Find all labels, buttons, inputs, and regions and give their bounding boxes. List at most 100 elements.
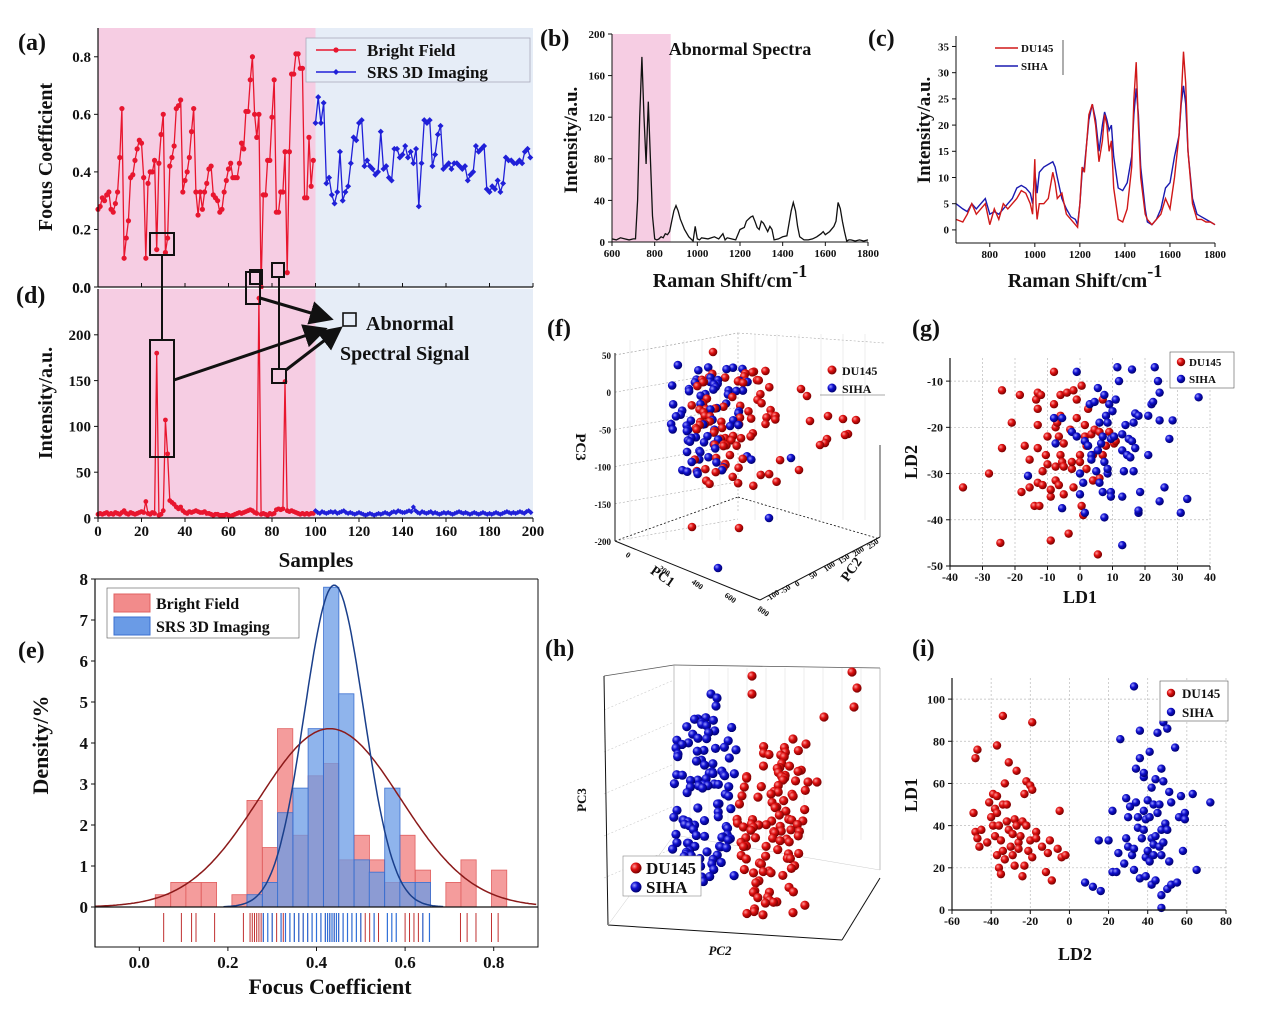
- data-point-bright-field: [162, 249, 169, 256]
- data-point-siha: [703, 363, 713, 372]
- x-tick-label: 600: [604, 248, 621, 260]
- data-point-du145: [739, 864, 749, 875]
- data-point-siha: [1118, 541, 1127, 550]
- data-point-srs: [364, 157, 371, 164]
- data-point-siha: [724, 753, 734, 763]
- x-tick-label: 600: [723, 591, 738, 605]
- data-point-srs: [454, 509, 460, 516]
- y-tick-label: -20: [927, 421, 943, 435]
- y-tick-label: -50: [778, 583, 792, 596]
- data-point-siha: [1119, 467, 1129, 476]
- y-tick-label: 0.6: [72, 108, 91, 124]
- data-point-du145: [779, 796, 789, 806]
- data-point-bright-field: [175, 103, 182, 109]
- histogram-bar-srs: [353, 859, 370, 908]
- data-point-du145: [1031, 834, 1041, 843]
- x-tick-label: -60: [944, 914, 960, 928]
- y-tick-label: -30: [927, 467, 943, 481]
- legend-label-bright-field: Bright Field: [367, 41, 456, 60]
- data-point-siha: [1098, 487, 1107, 497]
- data-point-srs: [482, 510, 488, 517]
- data-point-siha: [693, 733, 703, 743]
- data-point-bright-field: [223, 177, 229, 184]
- data-point-du145: [838, 414, 848, 424]
- legend-marker-siha: [827, 383, 837, 393]
- x-tick-label: 1200: [729, 248, 752, 260]
- data-point-siha: [729, 871, 739, 881]
- data-point-siha: [1165, 787, 1174, 797]
- data-point-siha: [1087, 455, 1096, 464]
- data-point-du145: [762, 413, 771, 422]
- data-point-bright-field: [271, 77, 277, 83]
- data-point-du145: [1075, 450, 1085, 460]
- data-point-du145: [737, 791, 747, 801]
- data-point-siha: [1151, 775, 1160, 784]
- data-point-siha: [1112, 867, 1121, 877]
- data-point-srs: [456, 508, 462, 515]
- data-point-srs: [494, 177, 501, 184]
- y-tick-label: -40: [927, 513, 943, 527]
- legend-label-siha: SIHA: [1021, 61, 1048, 73]
- data-point-du145: [751, 878, 761, 888]
- data-point-srs: [342, 189, 349, 196]
- histogram-bar-srs: [399, 882, 416, 908]
- data-point-du145: [805, 416, 815, 426]
- data-point-du145: [753, 792, 763, 802]
- data-point-du145: [997, 443, 1007, 453]
- data-point-du145: [744, 407, 753, 416]
- data-point-du145: [786, 863, 796, 873]
- z-tick-label: 50: [602, 351, 612, 361]
- y-tick-label: 120: [589, 112, 606, 124]
- data-point-du145: [749, 906, 759, 917]
- data-point-du145: [754, 376, 764, 385]
- data-point-du145: [1028, 718, 1037, 727]
- data-point-du145: [849, 702, 859, 712]
- data-point-bright-field: [145, 180, 151, 186]
- grid-line: [614, 332, 739, 356]
- data-point-siha: [1127, 850, 1137, 860]
- data-point-bright-field: [165, 451, 171, 457]
- data-point-bright-field: [151, 157, 158, 163]
- data-point-srs: [426, 509, 432, 516]
- z-tick-label: -200: [595, 537, 612, 547]
- data-point-srs: [462, 163, 469, 170]
- data-point-bright-field: [141, 175, 147, 181]
- data-point-siha: [1141, 872, 1150, 881]
- data-point-srs: [426, 117, 433, 124]
- data-point-du145: [1020, 789, 1029, 799]
- y-tick-label: 250: [865, 537, 880, 551]
- data-point-bright-field: [156, 160, 162, 166]
- z-axis-title: PC3: [572, 433, 588, 461]
- data-point-du145: [973, 745, 982, 754]
- y-tick-label: 5: [944, 199, 950, 211]
- data-point-du145: [1033, 404, 1042, 414]
- y-tick-label: 35: [938, 41, 950, 53]
- data-point-siha: [1080, 508, 1090, 518]
- x-tick-label: 1400: [772, 248, 795, 260]
- data-point-bright-field: [138, 140, 145, 146]
- data-point-siha: [708, 715, 718, 725]
- data-point-srs: [389, 509, 395, 516]
- data-point-siha: [1129, 467, 1138, 476]
- data-point-du145: [1069, 386, 1078, 395]
- data-point-du145: [1028, 853, 1037, 862]
- data-point-siha: [747, 455, 756, 464]
- top-edge: [673, 664, 881, 669]
- data-point-siha: [1075, 490, 1085, 499]
- y-tick-label: 3: [80, 775, 89, 794]
- data-point-srs: [486, 189, 493, 196]
- x-tick-label: 40: [1142, 914, 1154, 928]
- x-tick-label: 1600: [814, 248, 837, 260]
- legend: Bright Field SRS 3D Imaging: [305, 37, 531, 83]
- legend-label-srs: SRS 3D Imaging: [367, 63, 488, 82]
- data-point-siha: [1093, 446, 1103, 455]
- data-point-srs: [326, 174, 333, 181]
- data-point-bright-field: [97, 203, 103, 210]
- grid-line: [603, 805, 675, 837]
- histogram-bar-bright-field: [445, 882, 462, 908]
- data-point-bright-field: [271, 511, 277, 516]
- y-tick-label: 200: [589, 29, 606, 41]
- data-point-du145: [1002, 800, 1011, 809]
- data-point-bright-field: [134, 146, 140, 152]
